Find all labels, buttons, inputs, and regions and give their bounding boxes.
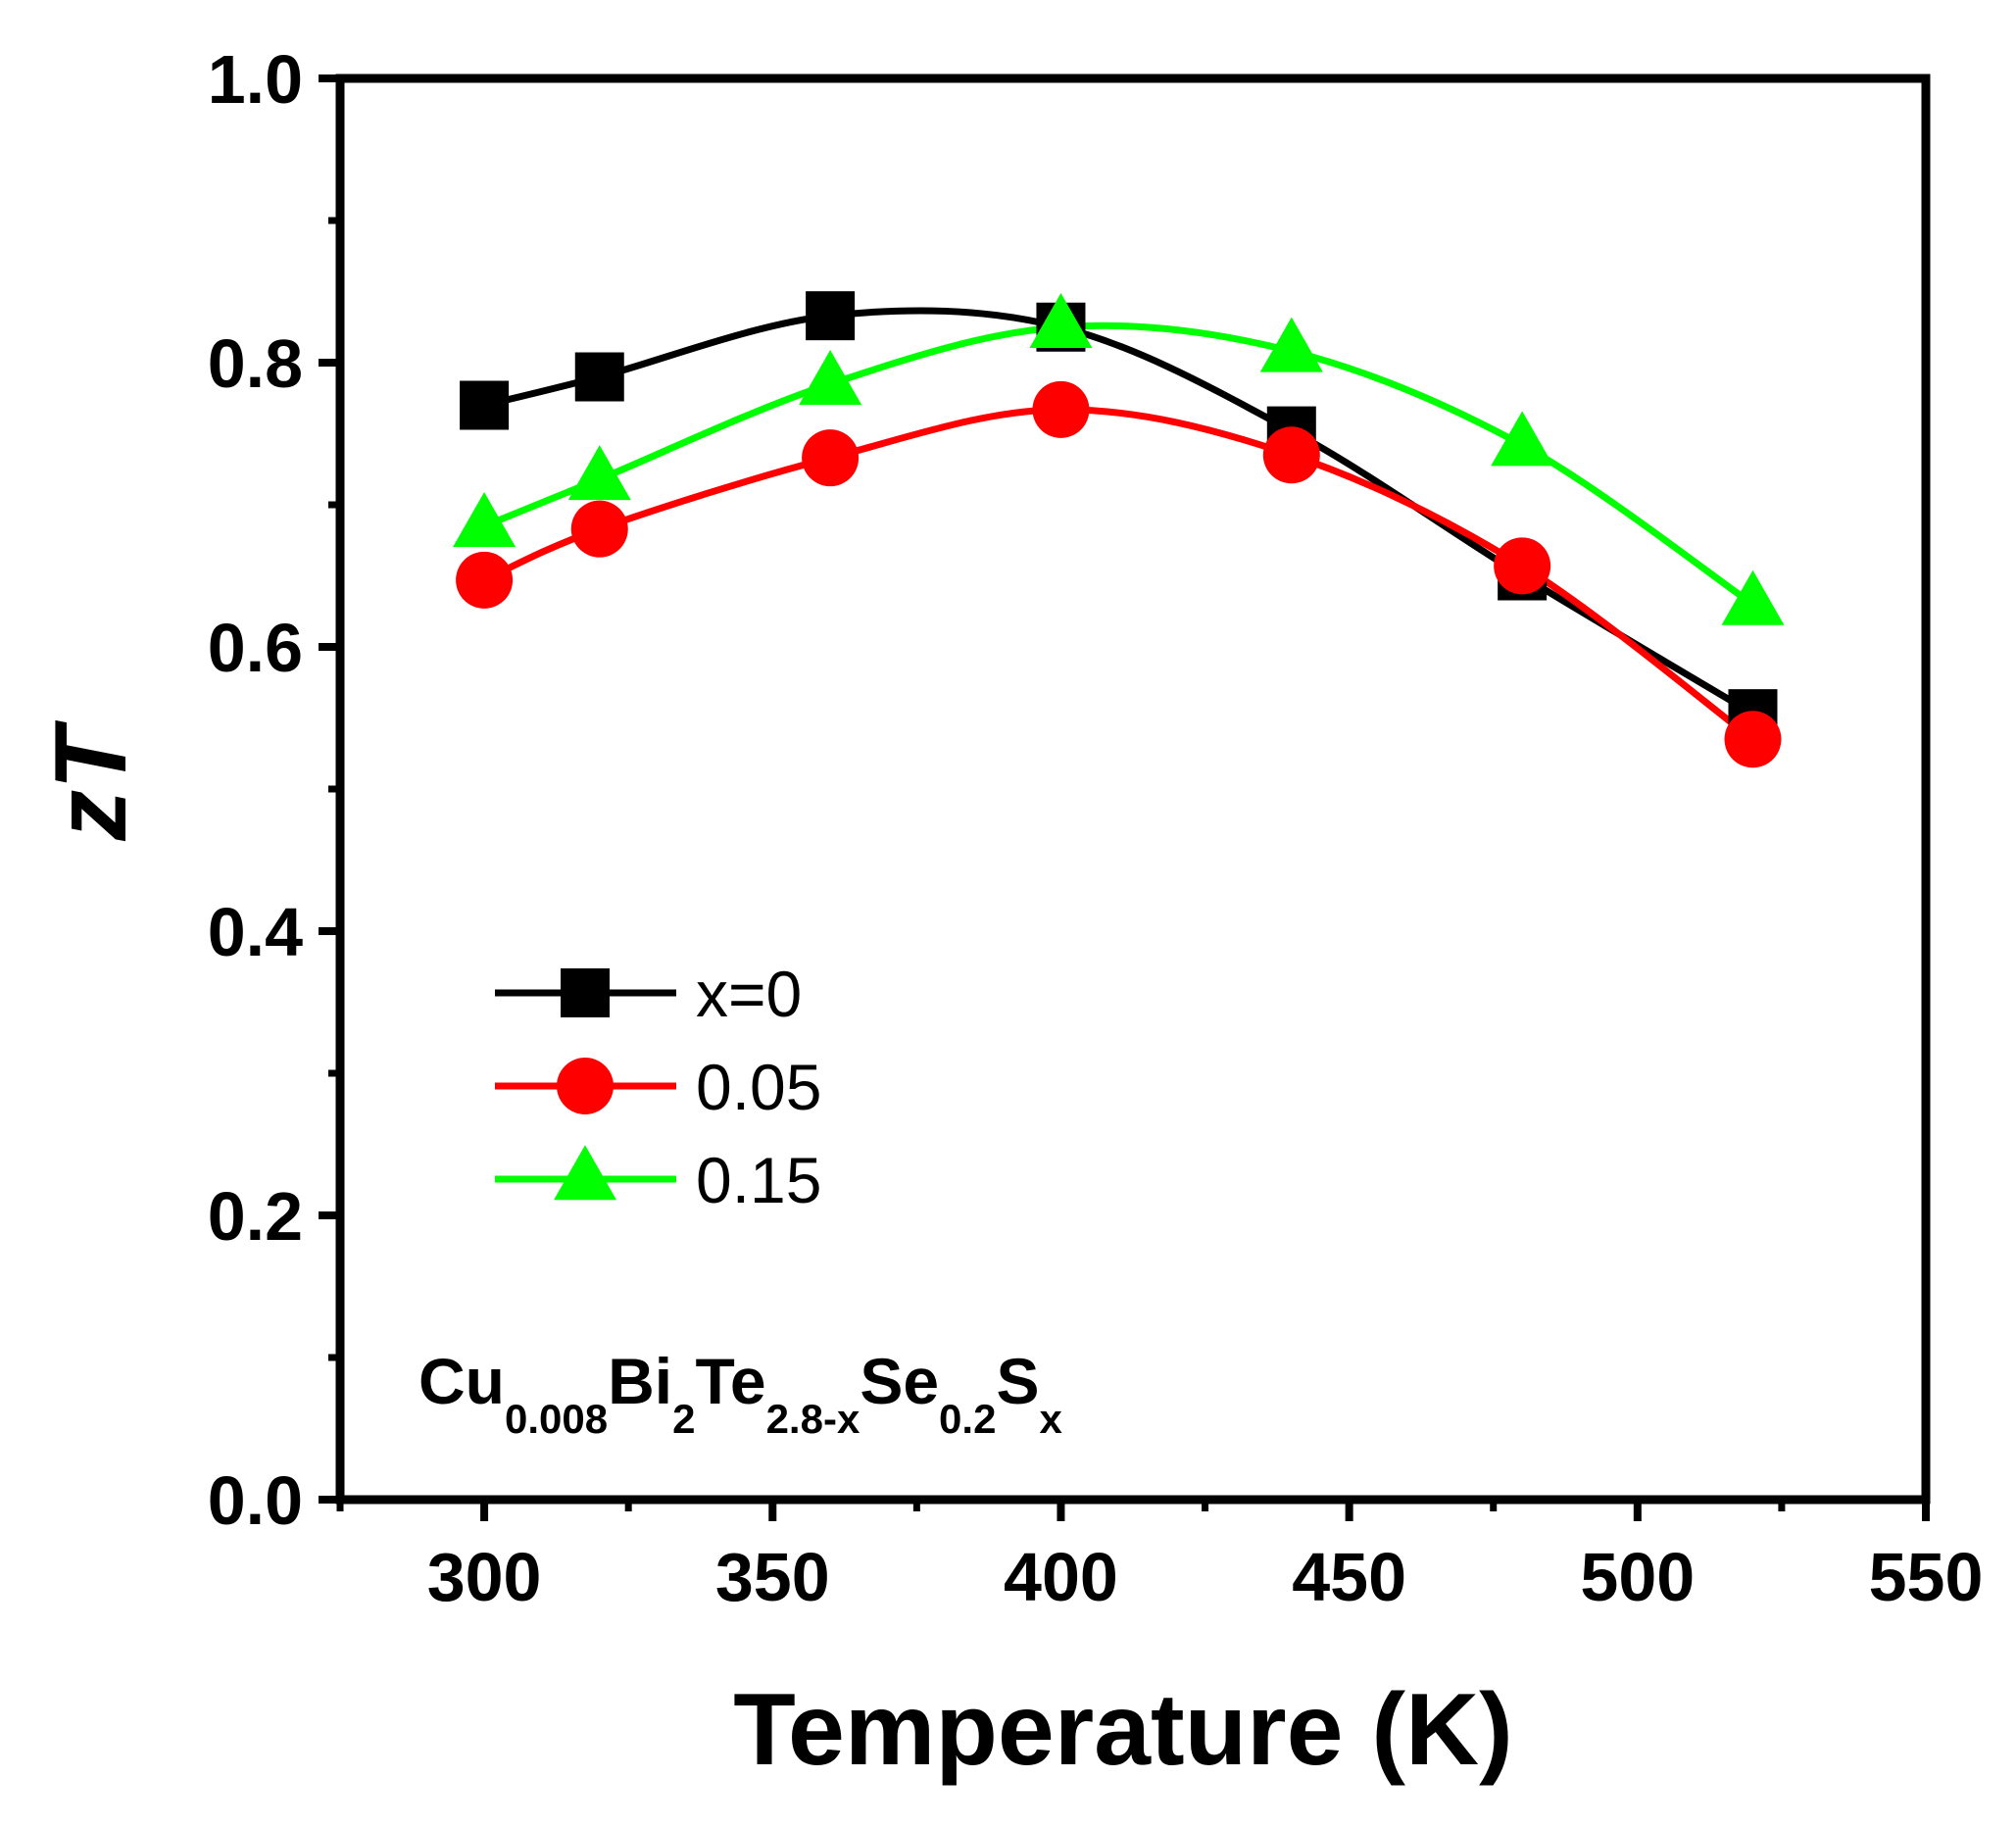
data-point-triangle	[567, 445, 631, 501]
plot-frame	[335, 74, 1931, 1505]
legend-label: 0.15	[696, 1144, 821, 1216]
series-line-2	[482, 321, 1755, 608]
data-point-triangle	[1029, 293, 1093, 349]
formula-subscript: 2.8-x	[766, 1396, 860, 1442]
series-lines	[482, 307, 1755, 743]
series-layer	[453, 291, 1785, 768]
formula-subscript: x	[1039, 1396, 1062, 1442]
legend-marker-triangle	[554, 1145, 616, 1201]
legend-label: 0.05	[696, 1051, 821, 1123]
y-tick-label: 0.2	[208, 1178, 303, 1255]
data-point-circle	[1032, 380, 1090, 438]
data-point-circle	[1262, 426, 1320, 484]
legend-marker-circle	[557, 1058, 614, 1114]
formula-text: Se	[860, 1345, 939, 1417]
formula-subscript: 2	[672, 1396, 695, 1442]
formula-text: Cu	[418, 1345, 505, 1417]
legend-marker-square	[561, 968, 610, 1017]
y-tick-label: 0.6	[208, 610, 303, 686]
data-point-square	[806, 291, 856, 341]
y-tick-label: 1.0	[208, 41, 303, 118]
x-tick-label: 550	[1869, 1539, 1984, 1615]
x-tick-label: 500	[1580, 1539, 1695, 1615]
data-point-triangle	[1491, 411, 1554, 467]
data-point-triangle	[453, 492, 516, 548]
data-point-triangle	[1259, 317, 1323, 372]
formula-subscript: 0.008	[505, 1396, 608, 1442]
data-point-square	[574, 352, 624, 402]
axes-frame	[335, 74, 1931, 1505]
series-markers	[453, 291, 1785, 768]
y-tick-label: 0.0	[208, 1462, 303, 1539]
x-tick-label: 400	[1004, 1539, 1118, 1615]
series-line-0	[483, 307, 1755, 717]
data-point-triangle	[799, 350, 862, 406]
y-tick-label: 0.4	[208, 894, 303, 970]
y-axis-title: zT	[34, 720, 148, 842]
data-point-circle	[570, 500, 628, 558]
series-line-1	[482, 406, 1755, 743]
formula-text: S	[996, 1345, 1039, 1417]
formula-text: Bi	[608, 1345, 672, 1417]
data-point-circle	[1494, 537, 1551, 595]
data-point-circle	[1724, 711, 1782, 768]
axis-ticks: 300 350 400 450 500 550 0.0 0.2 0.4 0.6 0.8 1.0	[208, 41, 1984, 1615]
legend-label: x=0	[696, 958, 802, 1030]
y-tick-label: 0.8	[208, 325, 303, 402]
x-axis-title: Temperature (K)	[733, 1673, 1513, 1787]
data-point-circle	[456, 551, 514, 609]
x-tick-label: 350	[715, 1539, 830, 1615]
formula-annotation: Cu0.008Bi2Te2.8-xSe0.2Sx	[418, 1345, 1062, 1442]
x-tick-label: 300	[427, 1539, 542, 1615]
data-point-square	[460, 380, 510, 430]
formula-subscript: 0.2	[939, 1396, 996, 1442]
formula-text: Te	[695, 1345, 765, 1417]
x-tick-label: 450	[1292, 1539, 1406, 1615]
legend: x=0 0.05 0.15	[495, 958, 821, 1216]
data-point-triangle	[1721, 569, 1785, 625]
data-point-circle	[802, 429, 860, 487]
